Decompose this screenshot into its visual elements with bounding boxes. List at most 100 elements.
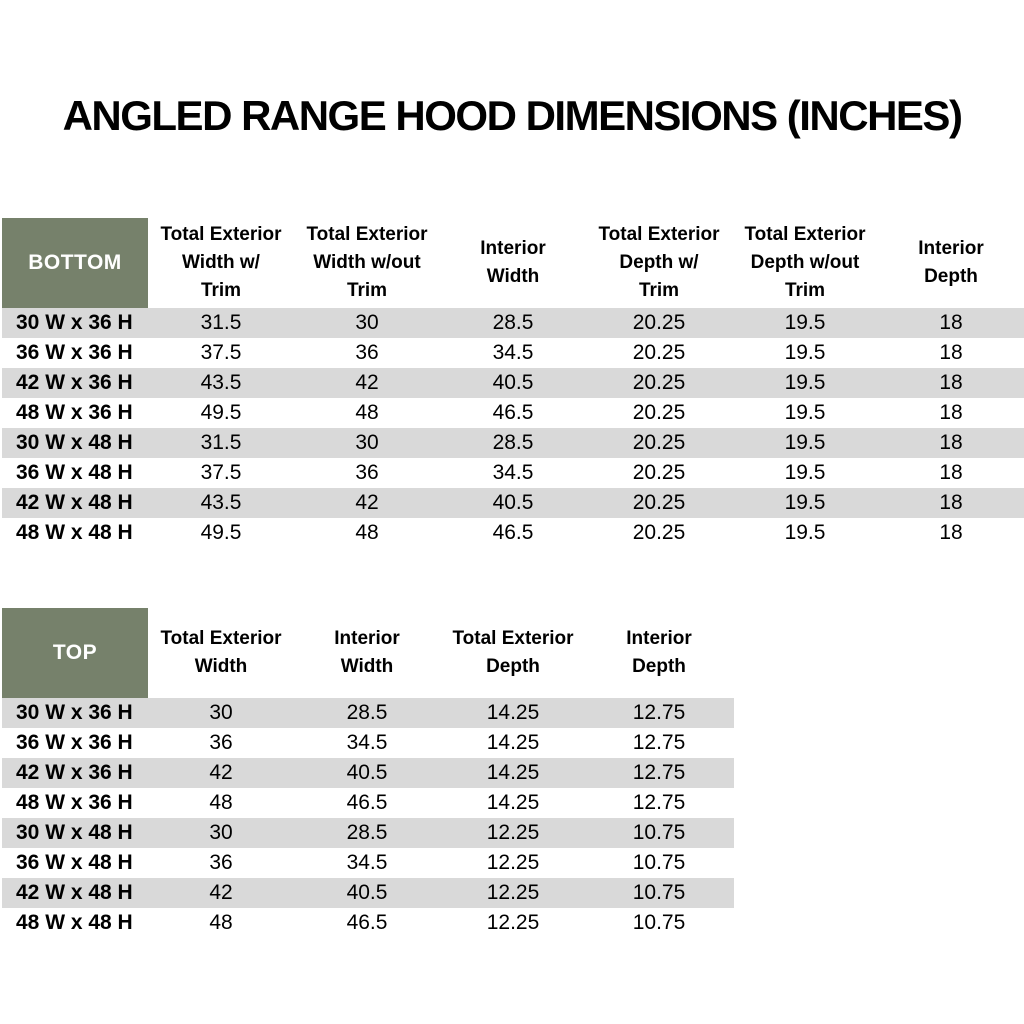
row-label: 48 W x 36 H — [16, 401, 133, 424]
value-cell: 43.5 — [200, 371, 242, 394]
table-row: 30 W x 48 H 31.5 30 28.5 20.25 19.5 18 — [2, 428, 1024, 458]
value-cell: 42 — [209, 881, 233, 904]
value-cell: 37.5 — [200, 461, 242, 484]
table-row: 36 W x 48 H 36 34.5 12.25 10.75 — [2, 848, 734, 878]
value-cell: 46.5 — [492, 401, 534, 424]
table-row: 48 W x 36 H 49.5 48 46.5 20.25 19.5 18 — [2, 398, 1024, 428]
value-cell: 20.25 — [632, 431, 686, 454]
value-cell: 36 — [355, 461, 379, 484]
value-cell: 49.5 — [200, 401, 242, 424]
row-label: 42 W x 36 H — [16, 371, 133, 394]
top-table-corner-label: TOP — [2, 608, 148, 698]
value-cell: 40.5 — [492, 371, 534, 394]
value-cell: 12.75 — [632, 701, 686, 724]
table-row: 48 W x 48 H 49.5 48 46.5 20.25 19.5 18 — [2, 518, 1024, 548]
table-row: 42 W x 36 H 42 40.5 14.25 12.75 — [2, 758, 734, 788]
value-cell: 14.25 — [486, 761, 540, 784]
column-header: Total Exterior Width w/out Trim — [306, 224, 428, 301]
row-label: 30 W x 36 H — [16, 701, 133, 724]
value-cell: 46.5 — [346, 791, 388, 814]
value-cell: 28.5 — [346, 821, 388, 844]
value-cell: 31.5 — [200, 431, 242, 454]
value-cell: 20.25 — [632, 311, 686, 334]
value-cell: 12.25 — [486, 851, 540, 874]
column-header: Interior Width — [480, 238, 546, 287]
value-cell: 19.5 — [784, 311, 826, 334]
table-row: 42 W x 48 H 43.5 42 40.5 20.25 19.5 18 — [2, 488, 1024, 518]
column-header: Interior Width — [334, 628, 400, 677]
value-cell: 28.5 — [492, 431, 534, 454]
value-cell: 34.5 — [346, 731, 388, 754]
row-label: 48 W x 48 H — [16, 521, 133, 544]
value-cell: 19.5 — [784, 491, 826, 514]
value-cell: 40.5 — [346, 761, 388, 784]
value-cell: 40.5 — [346, 881, 388, 904]
value-cell: 12.25 — [486, 881, 540, 904]
value-cell: 12.25 — [486, 911, 540, 934]
value-cell: 46.5 — [492, 521, 534, 544]
table-row: 48 W x 36 H 48 46.5 14.25 12.75 — [2, 788, 734, 818]
value-cell: 19.5 — [784, 341, 826, 364]
value-cell: 19.5 — [784, 371, 826, 394]
bottom-table-corner-label: BOTTOM — [2, 218, 148, 308]
value-cell: 12.25 — [486, 821, 540, 844]
value-cell: 10.75 — [632, 911, 686, 934]
table-row: 42 W x 48 H 42 40.5 12.25 10.75 — [2, 878, 734, 908]
value-cell: 20.25 — [632, 491, 686, 514]
value-cell: 14.25 — [486, 701, 540, 724]
value-cell: 19.5 — [784, 521, 826, 544]
table-row: 36 W x 36 H 36 34.5 14.25 12.75 — [2, 728, 734, 758]
value-cell: 12.75 — [632, 731, 686, 754]
value-cell: 46.5 — [346, 911, 388, 934]
value-cell: 34.5 — [346, 851, 388, 874]
value-cell: 34.5 — [492, 461, 534, 484]
value-cell: 18 — [939, 401, 963, 424]
value-cell: 42 — [209, 761, 233, 784]
value-cell: 31.5 — [200, 311, 242, 334]
value-cell: 30 — [209, 821, 233, 844]
value-cell: 18 — [939, 521, 963, 544]
value-cell: 37.5 — [200, 341, 242, 364]
row-label: 42 W x 48 H — [16, 491, 133, 514]
value-cell: 28.5 — [346, 701, 388, 724]
value-cell: 36 — [209, 851, 233, 874]
row-label: 36 W x 36 H — [16, 341, 133, 364]
row-label: 48 W x 36 H — [16, 791, 133, 814]
value-cell: 10.75 — [632, 881, 686, 904]
column-header: Interior Depth — [626, 628, 692, 677]
value-cell: 20.25 — [632, 341, 686, 364]
value-cell: 20.25 — [632, 371, 686, 394]
value-cell: 30 — [355, 431, 379, 454]
table-row: 36 W x 36 H 37.5 36 34.5 20.25 19.5 18 — [2, 338, 1024, 368]
column-header: Total Exterior Width — [160, 628, 282, 677]
value-cell: 14.25 — [486, 731, 540, 754]
value-cell: 18 — [939, 371, 963, 394]
column-header: Total Exterior Depth — [452, 628, 574, 677]
value-cell: 42 — [355, 371, 379, 394]
value-cell: 34.5 — [492, 341, 534, 364]
row-label: 36 W x 48 H — [16, 851, 133, 874]
value-cell: 30 — [355, 311, 379, 334]
row-label: 30 W x 48 H — [16, 431, 133, 454]
table-row: 30 W x 36 H 30 28.5 14.25 12.75 — [2, 698, 734, 728]
top-dimensions-table: TOP Total Exterior Width Interior Width Tot… — [2, 608, 734, 938]
value-cell: 19.5 — [784, 431, 826, 454]
value-cell: 18 — [939, 461, 963, 484]
value-cell: 48 — [355, 401, 379, 424]
value-cell: 28.5 — [492, 311, 534, 334]
value-cell: 36 — [209, 731, 233, 754]
row-label: 48 W x 48 H — [16, 911, 133, 934]
value-cell: 48 — [209, 791, 233, 814]
column-header: Total Exterior Depth w/ Trim — [598, 224, 720, 301]
table-header-row: TOP Total Exterior Width Interior Width Tot… — [2, 608, 734, 698]
bottom-dimensions-table: BOTTOM Total Exterior Width w/ Trim Total … — [2, 218, 1024, 548]
value-cell: 18 — [939, 311, 963, 334]
row-label: 42 W x 48 H — [16, 881, 133, 904]
row-label: 36 W x 36 H — [16, 731, 133, 754]
table-row: 36 W x 48 H 37.5 36 34.5 20.25 19.5 18 — [2, 458, 1024, 488]
value-cell: 19.5 — [784, 401, 826, 424]
row-label: 30 W x 36 H — [16, 311, 133, 334]
value-cell: 36 — [355, 341, 379, 364]
value-cell: 19.5 — [784, 461, 826, 484]
